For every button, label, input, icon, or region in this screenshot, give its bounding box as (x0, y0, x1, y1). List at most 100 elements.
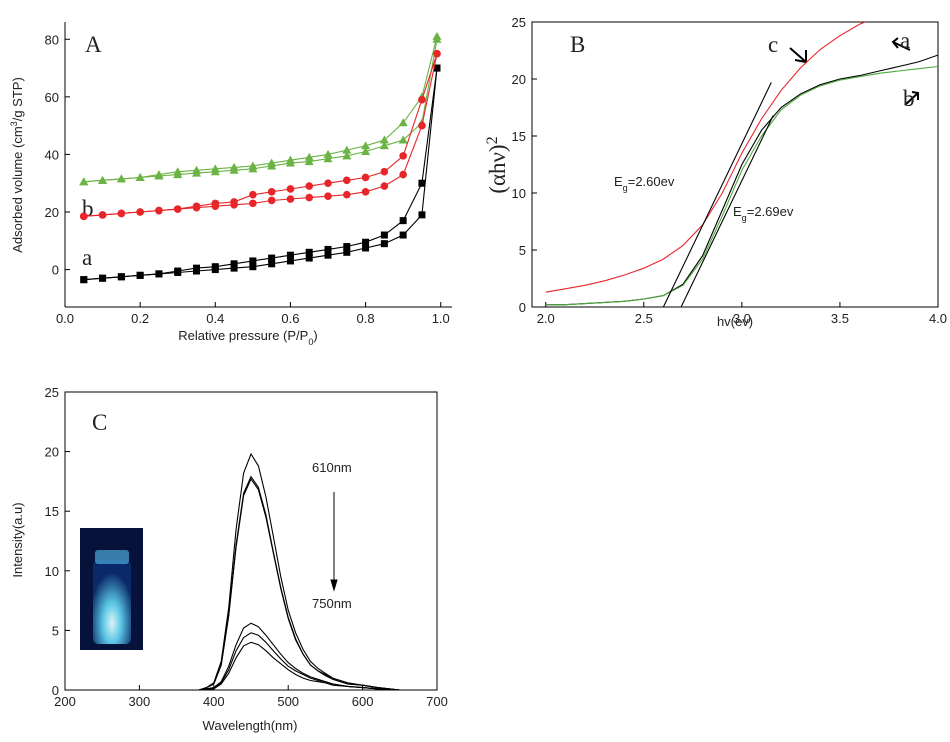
y-tick-label: 20 (512, 72, 526, 87)
y-tick-label: 25 (512, 15, 526, 30)
inset-photo (80, 528, 143, 650)
marker (399, 152, 407, 160)
marker (379, 141, 389, 150)
annotation: 750nm (312, 596, 352, 611)
marker (267, 188, 276, 196)
annotation: B (570, 32, 585, 57)
y-tick-label: 5 (519, 243, 526, 258)
x-tick-label: 0.4 (206, 311, 224, 326)
marker (267, 158, 277, 167)
curve-label: b (82, 196, 94, 221)
marker (79, 212, 88, 221)
marker (399, 231, 407, 239)
marker (268, 260, 276, 268)
marker (80, 276, 88, 284)
x-tick-label: 4.0 (929, 311, 947, 326)
plot-frame (531, 21, 939, 308)
annotation: Eg=2.69ev (733, 204, 794, 223)
x-tick-label: 200 (54, 694, 76, 709)
marker (399, 170, 407, 179)
marker (342, 145, 352, 154)
marker (79, 177, 89, 186)
marker (174, 267, 182, 275)
marker (249, 199, 257, 208)
marker (399, 217, 407, 225)
annotation-part: E (614, 174, 623, 189)
marker (230, 264, 238, 272)
y-tick-label: 15 (45, 504, 59, 519)
marker (398, 135, 408, 144)
marker (380, 182, 389, 190)
marker (98, 175, 108, 184)
marker (154, 170, 164, 179)
marker (305, 193, 314, 202)
marker (286, 257, 294, 265)
x-axis-title-part: 0 (308, 337, 313, 347)
x-tick-label: 0.2 (131, 311, 149, 326)
marker (98, 211, 107, 219)
plot-frame (64, 391, 438, 691)
annotation: C (92, 410, 107, 435)
y-axis-title: (αhν)2 (484, 136, 511, 193)
x-tick-label: 0.0 (56, 311, 74, 326)
marker (248, 161, 258, 170)
marker (211, 199, 220, 208)
marker (433, 49, 441, 58)
curve-label: a (900, 28, 910, 53)
marker (418, 95, 426, 104)
series-line (83, 53, 438, 217)
y-tick-label: 60 (45, 90, 59, 105)
series-line (83, 53, 438, 217)
x-axis-title: Relative pressure (P/P0) (178, 328, 317, 347)
x-tick-label: 0.8 (357, 311, 375, 326)
y-axis-title-part: 2 (484, 136, 501, 144)
marker (361, 188, 370, 196)
marker (323, 154, 333, 163)
y-tick-label: 15 (512, 129, 526, 144)
marker (249, 263, 257, 271)
marker (304, 157, 314, 166)
marker (193, 264, 201, 272)
annotation: A (85, 32, 102, 57)
y-tick-label: 80 (45, 32, 59, 47)
annotation-part: =2.69ev (747, 204, 794, 219)
marker (136, 208, 144, 216)
marker (192, 165, 202, 174)
marker (286, 195, 295, 203)
x-tick-label: 3.5 (831, 311, 849, 326)
marker (173, 205, 182, 213)
marker (362, 238, 370, 246)
marker (210, 164, 220, 173)
x-tick-label: 3.0 (733, 311, 751, 326)
marker (418, 179, 426, 187)
marker (342, 151, 352, 160)
y-axis-title: Adsorbed volume (cm3/g STP) (9, 77, 25, 253)
marker (305, 182, 314, 190)
y-tick-label: 0 (52, 683, 59, 698)
marker (155, 270, 163, 278)
marker (398, 118, 408, 127)
marker (342, 190, 351, 199)
series-line (83, 39, 438, 183)
y-tick-label: 5 (52, 623, 59, 638)
marker (342, 176, 351, 185)
annotation: Eg=2.60ev (614, 174, 675, 193)
y-tick-label: 20 (45, 205, 59, 220)
series-line (65, 641, 437, 691)
curve-label: a (82, 245, 92, 270)
marker (361, 173, 370, 182)
marker (362, 244, 370, 252)
y-tick-label: 10 (512, 186, 526, 201)
marker (323, 149, 333, 158)
marker (229, 162, 239, 171)
y-axis-title-part: (αhν) (485, 144, 510, 193)
marker (117, 209, 126, 218)
x-tick-label: 600 (352, 694, 374, 709)
y-tick-label: 20 (45, 445, 59, 460)
x-tick-label: 700 (426, 694, 448, 709)
y-axis-title-part: Adsorbed volume (cm (10, 126, 25, 252)
annotation: 610nm (312, 460, 352, 475)
y-axis-title-part: /g STP) (10, 77, 25, 121)
marker (324, 251, 332, 259)
